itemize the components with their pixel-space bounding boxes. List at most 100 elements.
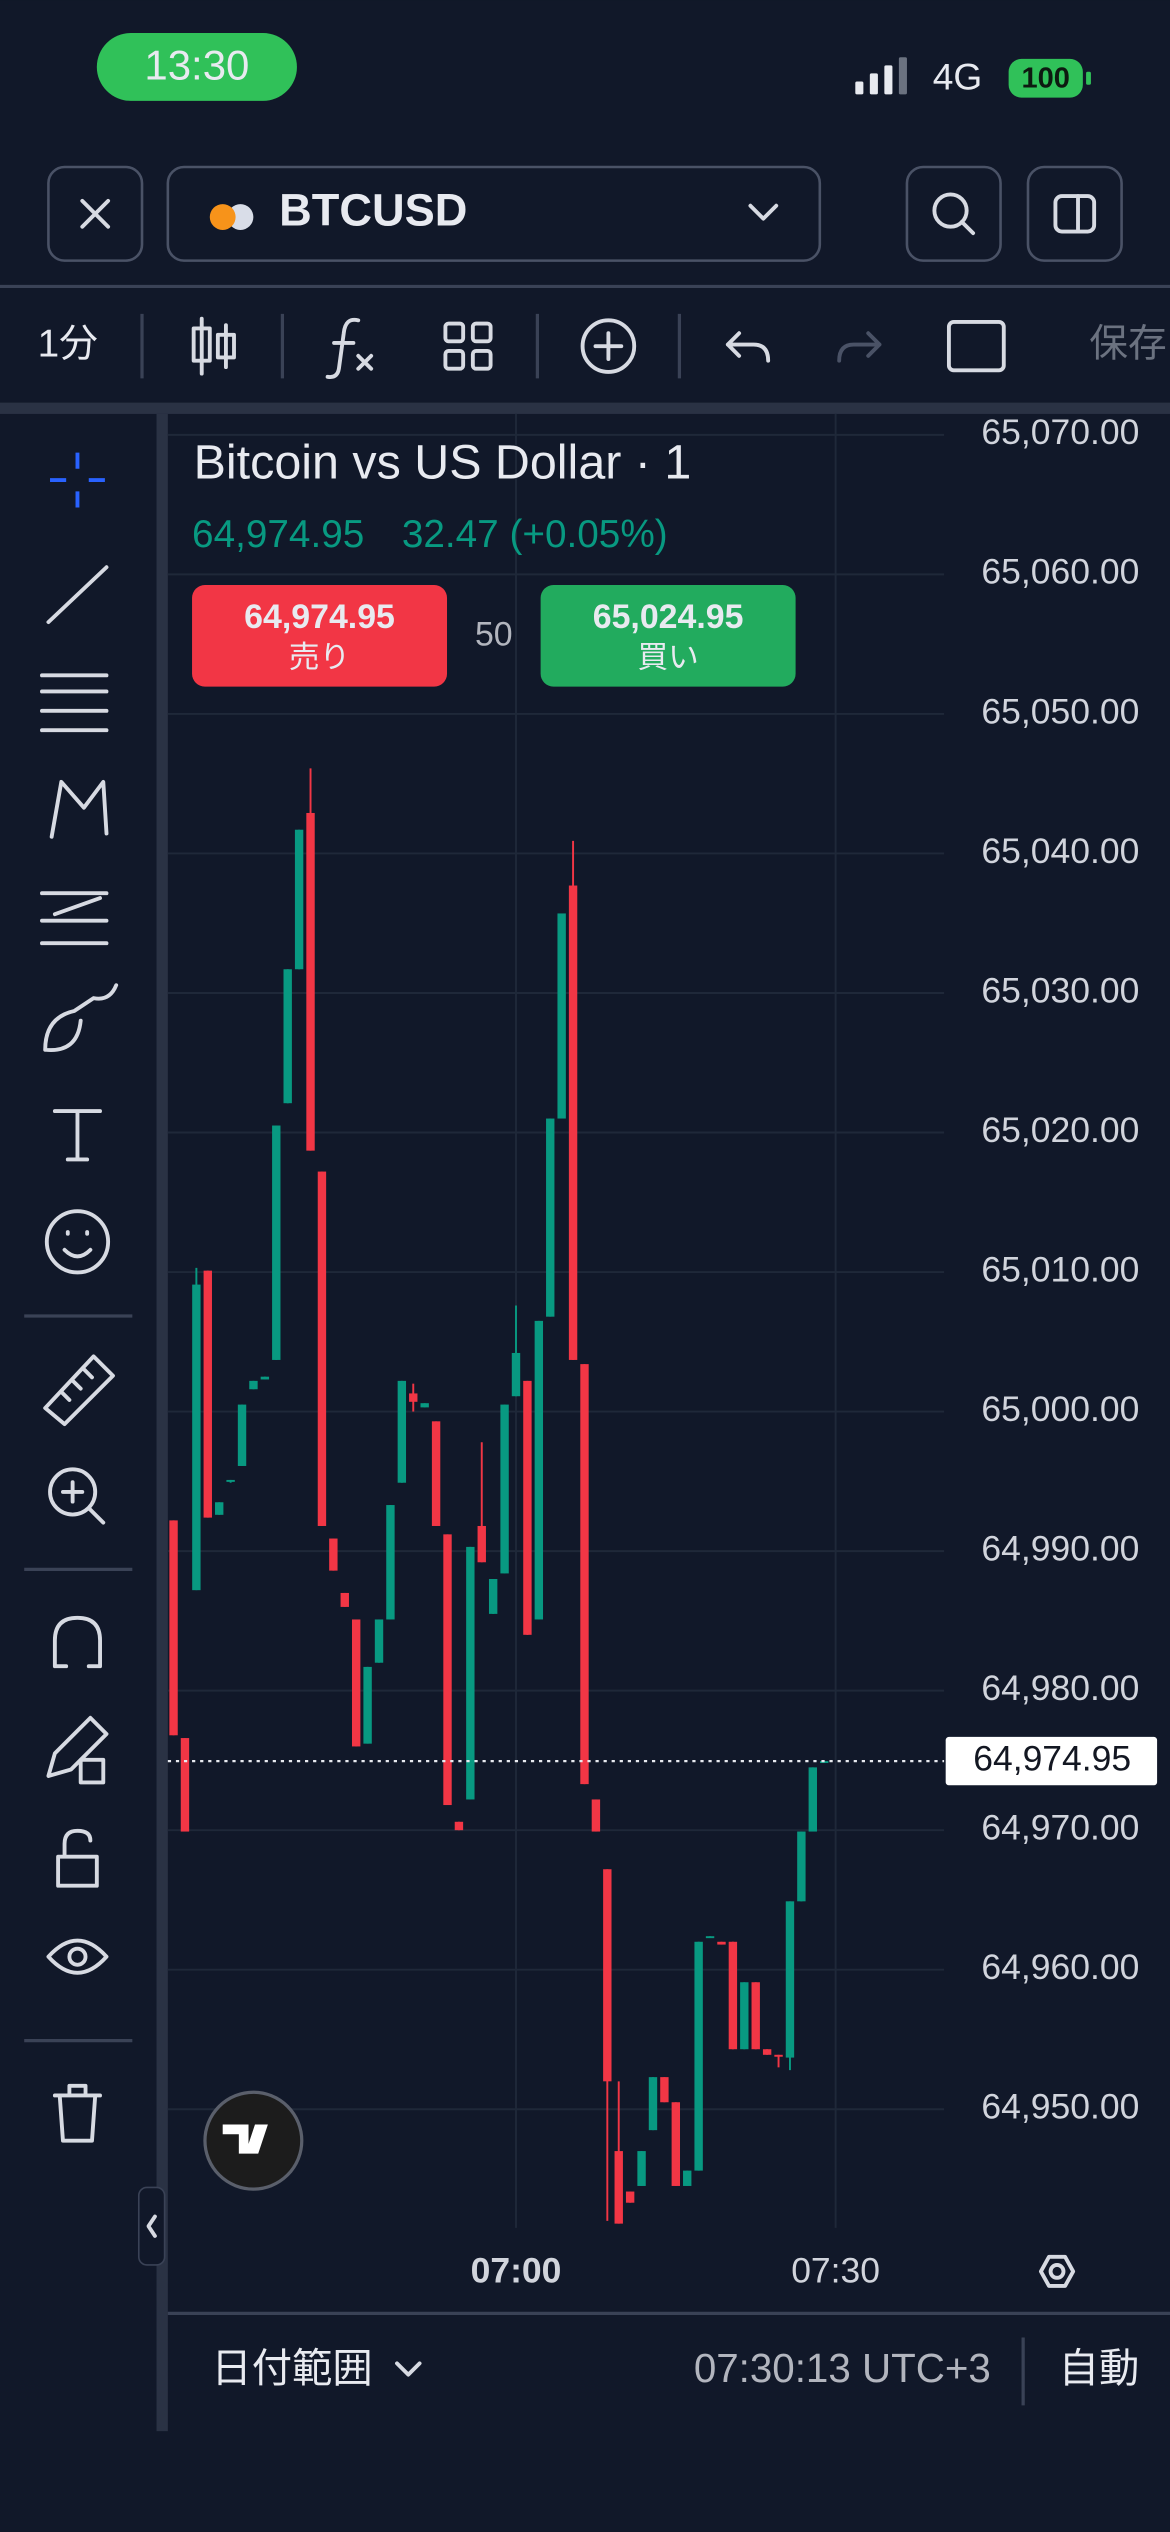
sell-button[interactable] bbox=[192, 584, 448, 687]
candle-body bbox=[797, 1831, 806, 1902]
candle-body bbox=[546, 1118, 555, 1317]
forecast-tool[interactable] bbox=[40, 891, 109, 946]
save[interactable]: 保存 bbox=[1089, 322, 1166, 365]
candle-body bbox=[671, 2102, 681, 2186]
chart-type-icon[interactable] bbox=[191, 316, 236, 376]
y-tick-label: 65,070.00 bbox=[981, 412, 1139, 452]
y-tick-label: 65,040.00 bbox=[981, 831, 1139, 871]
x-tick-label: 07:00 bbox=[471, 2250, 562, 2290]
btc-icon bbox=[209, 204, 236, 230]
axis-settings[interactable] bbox=[1038, 2254, 1076, 2288]
candle-body bbox=[397, 1380, 407, 1483]
buy-price: 65,024.95 bbox=[593, 598, 744, 636]
candle-body bbox=[762, 2049, 772, 2055]
toolbar-border bbox=[0, 402, 1170, 414]
undo-icon[interactable] bbox=[725, 331, 771, 363]
text-tool[interactable] bbox=[52, 1109, 102, 1162]
status-time: 13:30 bbox=[144, 42, 249, 89]
candle-body bbox=[728, 1941, 738, 2050]
emoji-tool[interactable] bbox=[44, 1209, 111, 1275]
redo-icon[interactable] bbox=[837, 331, 882, 363]
layout-icon[interactable] bbox=[443, 321, 493, 371]
candle-body bbox=[488, 1579, 498, 1614]
last-price-label: 64,974.95 bbox=[973, 1738, 1131, 1778]
brush-tool[interactable] bbox=[43, 983, 119, 1052]
candle-body bbox=[580, 1364, 589, 1785]
candle-body bbox=[625, 2191, 635, 2203]
panel-button[interactable] bbox=[1026, 165, 1123, 262]
candle-body bbox=[203, 1270, 212, 1518]
candle-body bbox=[694, 1941, 703, 2171]
candle-body bbox=[477, 1525, 486, 1563]
candle-body bbox=[306, 812, 315, 1151]
candle-body bbox=[374, 1619, 384, 1663]
candle-body bbox=[329, 1538, 338, 1571]
auto-scale[interactable]: 自動 bbox=[1059, 2345, 1140, 2391]
indicator-icon[interactable] bbox=[325, 317, 374, 379]
spread: 50 bbox=[475, 616, 513, 654]
candle-body bbox=[751, 1982, 760, 2050]
emoji-face bbox=[62, 1230, 93, 1259]
settings-dot bbox=[1048, 2263, 1066, 2280]
candle-body bbox=[340, 1592, 349, 1607]
buy-label: 買い bbox=[637, 640, 698, 674]
candle-body bbox=[249, 1380, 258, 1390]
candle-body bbox=[192, 1284, 201, 1591]
visibility-tool[interactable] bbox=[46, 1938, 109, 1975]
candle-body bbox=[386, 1505, 395, 1620]
crosshair-tool[interactable] bbox=[50, 452, 105, 508]
collapse-handle[interactable] bbox=[137, 2186, 166, 2266]
trendline-tool[interactable] bbox=[46, 565, 109, 625]
ruler-tool[interactable] bbox=[43, 1354, 115, 1427]
unlock-tool[interactable] bbox=[56, 1828, 99, 1888]
symbol-selector[interactable] bbox=[166, 165, 822, 262]
chart-title: Bitcoin vs US Dollar · 1 bbox=[194, 435, 692, 489]
buy-button[interactable] bbox=[540, 584, 796, 687]
battery bbox=[1008, 58, 1083, 98]
close-button[interactable] bbox=[47, 165, 144, 262]
eye-pupil bbox=[67, 1946, 88, 1967]
candle-body bbox=[511, 1352, 521, 1397]
delete-tool[interactable] bbox=[52, 2083, 102, 2143]
candle-body bbox=[169, 1520, 178, 1736]
collapse-icon bbox=[146, 2214, 157, 2238]
y-tick-label: 64,970.00 bbox=[981, 1808, 1139, 1848]
lock-drawings-tool[interactable] bbox=[46, 1715, 109, 1785]
magnet-tool[interactable] bbox=[52, 1615, 102, 1669]
symbol: BTCUSD bbox=[279, 185, 467, 236]
candle-body bbox=[785, 1901, 795, 2058]
interval[interactable]: 1分 bbox=[38, 322, 98, 365]
last-price-tag bbox=[945, 1736, 1158, 1786]
candle-body bbox=[260, 1376, 270, 1380]
fib-tool[interactable] bbox=[40, 673, 109, 733]
candle-body bbox=[660, 2077, 669, 2103]
clock: 07:30:13 UTC+3 bbox=[694, 2345, 991, 2391]
add-plus bbox=[593, 331, 624, 361]
candle-body bbox=[648, 2077, 658, 2131]
candle-body bbox=[294, 829, 304, 970]
zoom-tool[interactable] bbox=[48, 1467, 98, 1517]
y-tick-label: 64,990.00 bbox=[981, 1528, 1139, 1568]
candle-body bbox=[534, 1320, 544, 1620]
pattern-tool[interactable] bbox=[49, 779, 109, 839]
date-range[interactable]: 日付範囲 bbox=[211, 2345, 372, 2391]
y-tick-label: 65,030.00 bbox=[981, 970, 1139, 1010]
candle-body bbox=[808, 1767, 817, 1832]
price-change: 32.47 (+0.05%) bbox=[402, 513, 668, 556]
y-tick-label: 65,010.00 bbox=[981, 1249, 1139, 1289]
search-button[interactable] bbox=[905, 165, 1002, 262]
add-icon[interactable] bbox=[580, 318, 637, 374]
candle-body bbox=[523, 1380, 532, 1635]
fullscreen-icon[interactable] bbox=[946, 319, 1006, 373]
candle-body bbox=[363, 1666, 372, 1744]
candle-body bbox=[568, 885, 578, 1360]
close-icon bbox=[80, 198, 111, 229]
candle-body bbox=[774, 2054, 783, 2057]
candle-body bbox=[557, 913, 566, 1119]
x-tick-label: 07:30 bbox=[791, 2250, 880, 2290]
search-handle bbox=[959, 219, 976, 236]
candle-body bbox=[591, 1799, 601, 1832]
candle-body bbox=[705, 1936, 715, 1939]
candle-body bbox=[283, 969, 292, 1104]
